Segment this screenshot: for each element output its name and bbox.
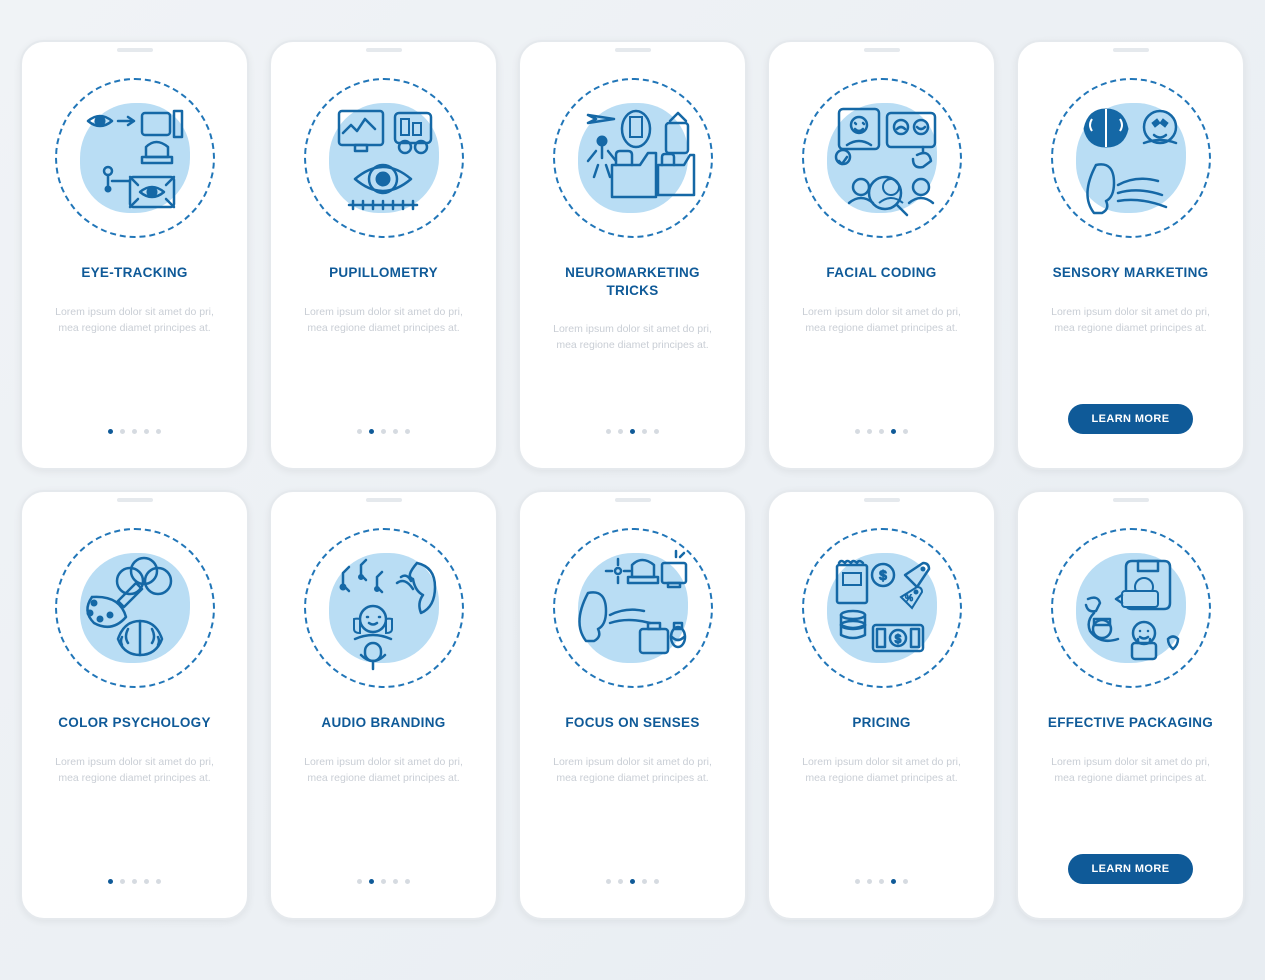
- pagination-dot[interactable]: [393, 429, 398, 434]
- pagination-dot[interactable]: [132, 879, 137, 884]
- pagination-dot[interactable]: [381, 879, 386, 884]
- card-description: Lorem ipsum dolor sit amet do pri, mea r…: [40, 754, 229, 787]
- pagination-dot[interactable]: [867, 879, 872, 884]
- phone-mockup-facial-coding: FACIAL CODING Lorem ipsum dolor sit amet …: [767, 40, 996, 470]
- svg-text:$: $: [879, 567, 887, 583]
- card-description: Lorem ipsum dolor sit amet do pri, mea r…: [1036, 754, 1225, 787]
- pagination-dot[interactable]: [132, 429, 137, 434]
- phone-mockup-audio-branding: AUDIO BRANDING Lorem ipsum dolor sit amet…: [269, 490, 498, 920]
- pagination-dot[interactable]: [144, 429, 149, 434]
- pagination-dot[interactable]: [630, 429, 635, 434]
- pagination-dots: [606, 429, 659, 438]
- pagination-dot[interactable]: [618, 879, 623, 884]
- pagination-dot[interactable]: [369, 879, 374, 884]
- audio-branding-icon: [304, 528, 464, 688]
- pagination-dot[interactable]: [879, 429, 884, 434]
- pagination-dots: [855, 879, 908, 888]
- phone-mockup-neuromarketing: NEUROMARKETING TRICKS Lorem ipsum dolor s…: [518, 40, 747, 470]
- pagination-dot[interactable]: [120, 879, 125, 884]
- pagination-dot[interactable]: [867, 429, 872, 434]
- pagination-dots: [357, 879, 410, 888]
- card-description: Lorem ipsum dolor sit amet do pri, mea r…: [787, 754, 976, 787]
- pagination-dot[interactable]: [654, 429, 659, 434]
- pagination-dot[interactable]: [108, 879, 113, 884]
- card-description: Lorem ipsum dolor sit amet do pri, mea r…: [289, 754, 478, 787]
- card-title: EFFECTIVE PACKAGING: [1042, 714, 1219, 732]
- card-title: NEUROMARKETING TRICKS: [538, 264, 727, 299]
- pagination-dots: [108, 429, 161, 438]
- pagination-dot[interactable]: [144, 879, 149, 884]
- facial-coding-icon: [802, 78, 962, 238]
- pagination-dot[interactable]: [606, 429, 611, 434]
- pagination-dot[interactable]: [630, 879, 635, 884]
- eye-tracking-icon: [55, 78, 215, 238]
- neuromarketing-icon: [553, 78, 713, 238]
- sensory-marketing-icon: [1051, 78, 1211, 238]
- effective-packaging-icon: [1051, 528, 1211, 688]
- card-title: PRICING: [846, 714, 916, 732]
- card-title: SENSORY MARKETING: [1047, 264, 1215, 282]
- card-title: AUDIO BRANDING: [315, 714, 451, 732]
- pagination-dot[interactable]: [642, 429, 647, 434]
- card-description: Lorem ipsum dolor sit amet do pri, mea r…: [538, 754, 727, 787]
- pagination-dot[interactable]: [855, 879, 860, 884]
- pagination-dot[interactable]: [903, 879, 908, 884]
- phone-mockup-focus-on-senses: FOCUS ON SENSES Lorem ipsum dolor sit ame…: [518, 490, 747, 920]
- pagination-dot[interactable]: [156, 429, 161, 434]
- phone-mockup-pricing: $ % $ PRICING Lorem ipsum dolor sit amet …: [767, 490, 996, 920]
- card-description: Lorem ipsum dolor sit amet do pri, mea r…: [1036, 304, 1225, 337]
- pagination-dots: [606, 879, 659, 888]
- pagination-dot[interactable]: [642, 879, 647, 884]
- svg-text:$: $: [894, 632, 901, 646]
- pupillometry-icon: [304, 78, 464, 238]
- pagination-dot[interactable]: [879, 879, 884, 884]
- pagination-dot[interactable]: [606, 879, 611, 884]
- pagination-dot[interactable]: [369, 429, 374, 434]
- phone-mockup-eye-tracking: EYE-TRACKING Lorem ipsum dolor sit amet d…: [20, 40, 249, 470]
- pagination-dot[interactable]: [357, 429, 362, 434]
- pagination-dot[interactable]: [156, 879, 161, 884]
- card-description: Lorem ipsum dolor sit amet do pri, mea r…: [538, 321, 727, 354]
- focus-on-senses-icon: [553, 528, 713, 688]
- pagination-dots: [108, 879, 161, 888]
- pagination-dot[interactable]: [405, 879, 410, 884]
- pagination-dots: [855, 429, 908, 438]
- pagination-dot[interactable]: [903, 429, 908, 434]
- pagination-dot[interactable]: [855, 429, 860, 434]
- phone-mockup-grid: EYE-TRACKING Lorem ipsum dolor sit amet d…: [20, 40, 1245, 920]
- card-description: Lorem ipsum dolor sit amet do pri, mea r…: [40, 304, 229, 337]
- phone-mockup-pupillometry: PUPILLOMETRY Lorem ipsum dolor sit amet d…: [269, 40, 498, 470]
- phone-mockup-effective-packaging: EFFECTIVE PACKAGING Lorem ipsum dolor sit…: [1016, 490, 1245, 920]
- pagination-dot[interactable]: [120, 429, 125, 434]
- pagination-dot[interactable]: [891, 429, 896, 434]
- card-title: FACIAL CODING: [820, 264, 942, 282]
- pagination-dot[interactable]: [405, 429, 410, 434]
- svg-text:%: %: [904, 593, 912, 603]
- pricing-icon: $ % $: [802, 528, 962, 688]
- card-title: EYE-TRACKING: [75, 264, 193, 282]
- phone-mockup-color-psychology: COLOR PSYCHOLOGY Lorem ipsum dolor sit am…: [20, 490, 249, 920]
- pagination-dot[interactable]: [393, 879, 398, 884]
- pagination-dots: [357, 429, 410, 438]
- card-description: Lorem ipsum dolor sit amet do pri, mea r…: [289, 304, 478, 337]
- learn-more-button[interactable]: LEARN MORE: [1068, 854, 1194, 884]
- card-title: PUPILLOMETRY: [323, 264, 444, 282]
- pagination-dot[interactable]: [357, 879, 362, 884]
- pagination-dot[interactable]: [654, 879, 659, 884]
- color-psychology-icon: [55, 528, 215, 688]
- phone-mockup-sensory-marketing: SENSORY MARKETING Lorem ipsum dolor sit a…: [1016, 40, 1245, 470]
- pagination-dot[interactable]: [618, 429, 623, 434]
- card-title: COLOR PSYCHOLOGY: [52, 714, 217, 732]
- card-title: FOCUS ON SENSES: [559, 714, 705, 732]
- pagination-dot[interactable]: [891, 879, 896, 884]
- pagination-dot[interactable]: [108, 429, 113, 434]
- pagination-dot[interactable]: [381, 429, 386, 434]
- card-description: Lorem ipsum dolor sit amet do pri, mea r…: [787, 304, 976, 337]
- learn-more-button[interactable]: LEARN MORE: [1068, 404, 1194, 434]
